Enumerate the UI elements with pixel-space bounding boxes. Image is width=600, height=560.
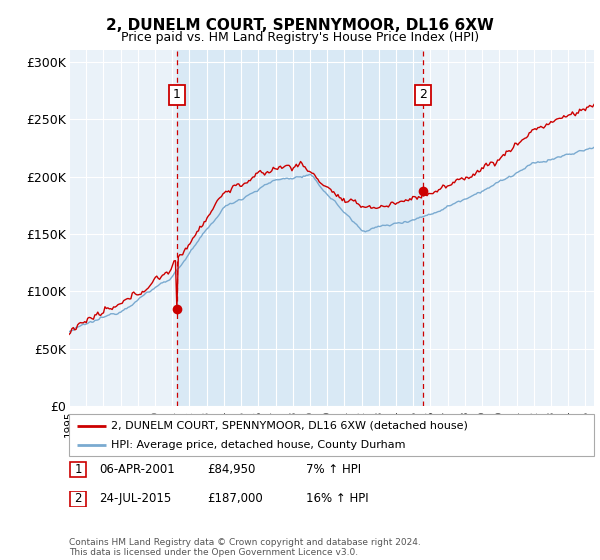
Text: £84,950: £84,950 <box>207 463 256 476</box>
Text: 1: 1 <box>173 88 181 101</box>
Text: 24-JUL-2015: 24-JUL-2015 <box>99 492 171 505</box>
FancyBboxPatch shape <box>70 492 86 506</box>
FancyBboxPatch shape <box>70 463 86 477</box>
Text: 2: 2 <box>74 492 82 506</box>
Text: 7% ↑ HPI: 7% ↑ HPI <box>306 463 361 476</box>
Text: Contains HM Land Registry data © Crown copyright and database right 2024.
This d: Contains HM Land Registry data © Crown c… <box>69 538 421 557</box>
Text: £187,000: £187,000 <box>207 492 263 505</box>
FancyBboxPatch shape <box>69 414 594 456</box>
Text: 06-APR-2001: 06-APR-2001 <box>99 463 175 476</box>
Text: 2: 2 <box>419 88 427 101</box>
Text: 16% ↑ HPI: 16% ↑ HPI <box>306 492 368 505</box>
Bar <box>177 50 423 406</box>
Text: 1: 1 <box>74 463 82 477</box>
Text: 2, DUNELM COURT, SPENNYMOOR, DL16 6XW (detached house): 2, DUNELM COURT, SPENNYMOOR, DL16 6XW (d… <box>111 421 468 431</box>
Text: HPI: Average price, detached house, County Durham: HPI: Average price, detached house, Coun… <box>111 440 406 450</box>
Text: Price paid vs. HM Land Registry's House Price Index (HPI): Price paid vs. HM Land Registry's House … <box>121 31 479 44</box>
Text: 2, DUNELM COURT, SPENNYMOOR, DL16 6XW: 2, DUNELM COURT, SPENNYMOOR, DL16 6XW <box>106 18 494 33</box>
